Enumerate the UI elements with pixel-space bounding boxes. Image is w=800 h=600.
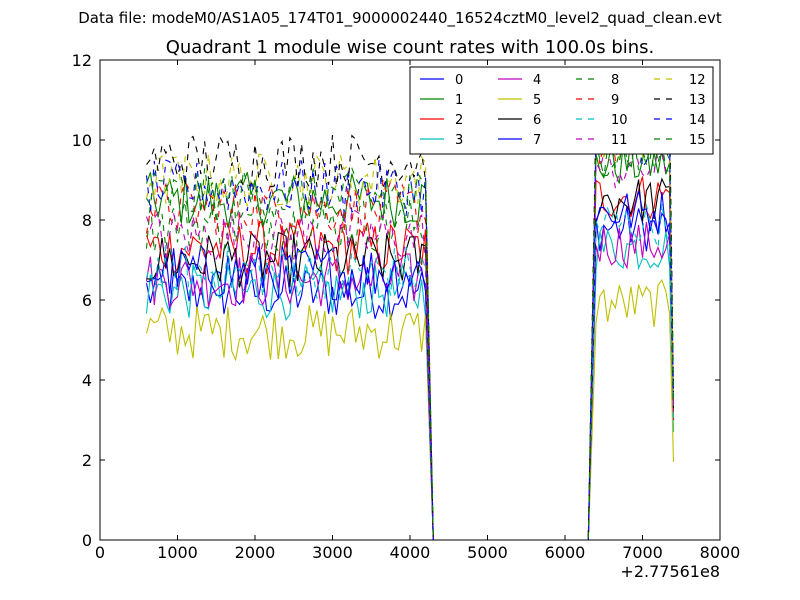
legend-label-6: 6 xyxy=(533,113,541,128)
y-tick-label: 0 xyxy=(82,531,92,550)
legend-label-4: 4 xyxy=(533,73,541,88)
series-line-7 xyxy=(146,190,675,540)
x-offset-label: +2.77561e8 xyxy=(620,562,720,581)
chart-title: Quadrant 1 module wise count rates with … xyxy=(166,37,655,58)
x-tick-label: 7000 xyxy=(622,543,663,562)
y-tick-label: 2 xyxy=(82,451,92,470)
x-tick-label: 2000 xyxy=(235,543,276,562)
series-line-6 xyxy=(146,177,675,540)
legend-label-13: 13 xyxy=(689,93,706,108)
series-line-15 xyxy=(146,131,675,540)
x-tick-label: 3000 xyxy=(312,543,353,562)
y-tick-label: 8 xyxy=(82,211,92,230)
x-tick-label: 5000 xyxy=(467,543,508,562)
legend-label-10: 10 xyxy=(611,113,628,128)
x-tick-label: 4000 xyxy=(390,543,431,562)
legend-label-0: 0 xyxy=(455,73,463,88)
x-tick-label: 0 xyxy=(95,543,105,562)
series-line-4 xyxy=(145,221,675,540)
axis-ticks: 0 1000 2000 3000 4000 5000 6000 7000 80000246810… xyxy=(72,51,741,562)
legend-label-15: 15 xyxy=(689,133,706,148)
legend-label-14: 14 xyxy=(689,113,706,128)
y-tick-label: 4 xyxy=(82,371,92,390)
x-tick-label: 1000 xyxy=(157,543,198,562)
figure-suptitle: Data file: modeM0/AS1A05_174T01_90000024… xyxy=(78,9,722,28)
series-layer xyxy=(145,103,675,540)
y-tick-label: 10 xyxy=(72,131,92,150)
y-tick-label: 12 xyxy=(72,51,92,70)
series-line-10 xyxy=(145,203,675,540)
legend-box xyxy=(409,66,714,155)
legend-label-7: 7 xyxy=(533,133,541,148)
x-tick-label: 6000 xyxy=(545,543,586,562)
x-tick-label: 8000 xyxy=(700,543,741,562)
series-line-2 xyxy=(145,176,675,540)
legend-label-1: 1 xyxy=(455,93,463,108)
legend-label-11: 11 xyxy=(611,133,628,148)
legend-label-2: 2 xyxy=(455,113,463,128)
series-line-5 xyxy=(145,278,675,540)
plot-frame xyxy=(99,59,721,541)
series-line-14 xyxy=(145,124,675,540)
legend-label-5: 5 xyxy=(533,93,541,108)
y-tick-label: 6 xyxy=(82,291,92,310)
series-line-3 xyxy=(145,228,675,540)
legend-label-9: 9 xyxy=(611,93,619,108)
legend-label-8: 8 xyxy=(611,73,619,88)
legend-label-3: 3 xyxy=(455,133,463,148)
legend-label-12: 12 xyxy=(689,73,706,88)
series-line-9 xyxy=(145,120,675,540)
series-line-13 xyxy=(146,103,675,540)
